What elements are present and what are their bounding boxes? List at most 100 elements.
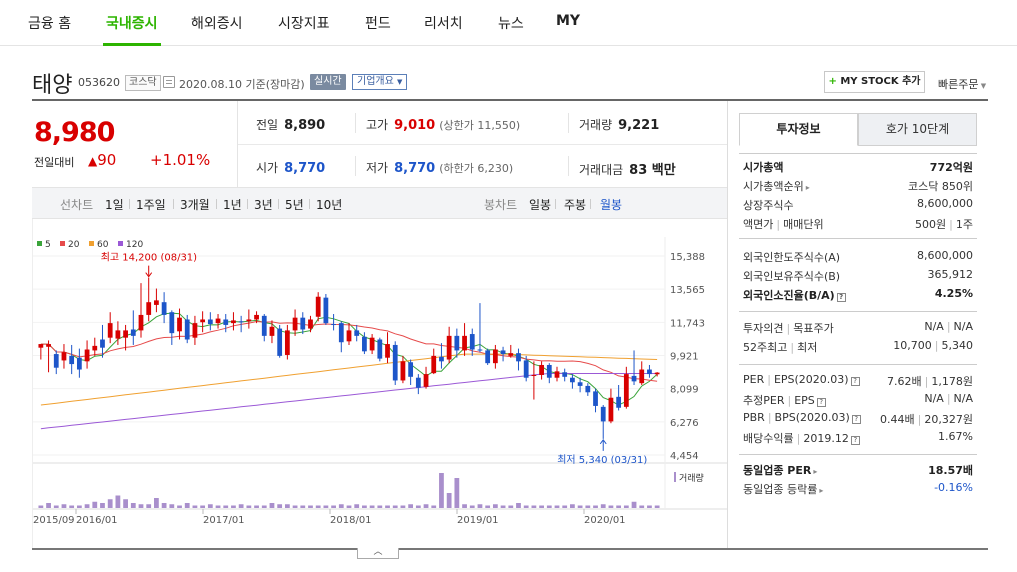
stock-chart[interactable]: 5 20 60 120 최고 14,200 (08/31) 최저 5,340 (03/3…	[32, 219, 728, 549]
nav-item-research[interactable]: 리서치	[424, 16, 463, 32]
candle-body	[269, 326, 275, 336]
high-marker-arrow	[145, 272, 153, 278]
volume-bar	[338, 504, 344, 508]
nav-item-domestic[interactable]: 국내증시	[106, 16, 158, 32]
candle-body	[623, 374, 629, 407]
period-3m[interactable]: 3개월	[180, 198, 210, 212]
realtime-button[interactable]: 실시간	[310, 74, 346, 90]
candle-chart-label[interactable]: 봉차트	[484, 198, 518, 212]
volume-bar	[300, 505, 306, 508]
stock-code: 053620	[78, 76, 120, 89]
volume-bar	[616, 505, 622, 508]
line-chart-label[interactable]: 선차트	[60, 198, 94, 212]
high-annotation: 최고 14,200 (08/31)	[101, 252, 197, 264]
nav-active-indicator	[103, 43, 161, 46]
candle-body	[577, 382, 583, 386]
volume-bar	[554, 505, 560, 508]
volume-bar	[631, 501, 637, 508]
candle-body	[415, 377, 421, 388]
nav-item-market-indicators[interactable]: 시장지표	[278, 16, 330, 32]
volume-bar	[577, 505, 583, 508]
candle-body	[292, 317, 298, 331]
candle-body	[69, 355, 75, 365]
nav-item-fund[interactable]: 펀드	[365, 16, 391, 32]
legend-swatch	[118, 241, 123, 246]
nav-item-finance-home[interactable]: 금융 홈	[28, 16, 72, 32]
legend-label: 20	[68, 240, 80, 250]
market-tag: 코스닥	[125, 75, 161, 91]
nav-item-news[interactable]: 뉴스	[498, 16, 524, 32]
legend-swatch	[89, 241, 94, 246]
nav-item-overseas[interactable]: 해외증시	[191, 16, 243, 32]
volume-bar	[231, 505, 236, 508]
title-separator	[32, 99, 988, 101]
info-row-market-cap-rank[interactable]: 시가총액순위 ▸ 코스닥 850위	[743, 180, 973, 193]
volume-bar	[570, 504, 575, 508]
period-3y[interactable]: 3년	[254, 198, 273, 212]
volume-bar	[100, 503, 105, 508]
volume-bar	[146, 504, 152, 508]
volume-bar	[639, 505, 645, 508]
volume-bar	[192, 505, 198, 508]
candle-body	[38, 344, 44, 348]
candle-daily[interactable]: 일봉	[529, 198, 552, 212]
chart-collapse-button[interactable]: ︿	[357, 548, 399, 559]
candle-body	[254, 314, 259, 320]
tab-orderbook-10[interactable]: 호가 10단계	[858, 113, 977, 146]
volume-bar	[623, 505, 629, 508]
help-icon[interactable]: ?	[816, 398, 826, 407]
help-icon[interactable]: ?	[836, 293, 846, 302]
candle-body	[308, 319, 313, 329]
help-icon[interactable]: ?	[850, 377, 860, 386]
candle-weekly[interactable]: 주봉	[564, 198, 587, 212]
info-row-industry-per[interactable]: 동일업종 PER ▸ 18.57배	[743, 464, 973, 477]
help-icon[interactable]: ?	[850, 436, 860, 445]
candle-body	[315, 296, 321, 317]
candle-body	[354, 330, 360, 336]
y-tick-label: 9,921	[670, 352, 699, 363]
volume-bar	[130, 503, 136, 508]
candle-body	[238, 321, 244, 323]
candle-body	[516, 353, 521, 362]
candle-body	[169, 312, 175, 334]
volume-bar	[508, 505, 514, 508]
volume-bar	[38, 505, 44, 508]
volume-bar	[169, 504, 175, 508]
period-1w[interactable]: 1주일	[136, 198, 166, 212]
candle-monthly[interactable]: 월봉	[600, 198, 623, 212]
period-1d[interactable]: 1일	[105, 198, 124, 212]
tab-investment-info[interactable]: 투자정보	[739, 113, 858, 146]
add-my-stock-button[interactable]: + MY STOCK 추가	[824, 71, 925, 93]
candle-body	[130, 329, 136, 336]
info-group-industry: 동일업종 PER ▸ 18.57배 동일업종 등락률 ▸ -0.16%	[739, 454, 977, 499]
chevron-right-icon: ▸	[819, 486, 824, 495]
volume-bar	[138, 504, 144, 508]
candle-body	[184, 319, 190, 340]
y-tick-label: 11,743	[670, 318, 705, 329]
period-1y[interactable]: 1년	[223, 198, 242, 212]
volume-bar	[546, 505, 552, 508]
company-info-dropdown[interactable]: 기업개요 ▼	[352, 74, 408, 90]
volume-bar	[123, 499, 128, 508]
period-10y[interactable]: 10년	[316, 198, 343, 212]
help-icon[interactable]: ?	[851, 415, 861, 424]
chart-toolbar: 선차트 1일 1주일 3개월 1년 3년 5년 10년 봉차트 일봉 주봉 월봉	[32, 187, 727, 219]
period-5y[interactable]: 5년	[285, 198, 304, 212]
quick-order-dropdown[interactable]: 빠른주문 ▼	[938, 78, 987, 91]
candle-body	[331, 324, 336, 326]
calendar-icon	[163, 76, 175, 88]
info-row-est-per: 추정PER | EPS? N/A | N/A	[743, 392, 973, 407]
prev-day-label: 전일대비	[34, 156, 75, 169]
volume-bar	[531, 505, 537, 508]
candle-body	[523, 360, 529, 378]
candle-body	[223, 319, 229, 325]
content-bottom-border	[32, 548, 988, 550]
volume-bar	[392, 505, 398, 508]
candle-body	[100, 339, 105, 348]
candle-body	[207, 319, 213, 325]
info-row-industry-change[interactable]: 동일업종 등락률 ▸ -0.16%	[743, 481, 973, 496]
legend-label: 120	[126, 240, 143, 250]
nav-item-my[interactable]: MY	[556, 13, 581, 29]
volume-bar	[523, 505, 529, 508]
candle-body	[200, 319, 206, 323]
